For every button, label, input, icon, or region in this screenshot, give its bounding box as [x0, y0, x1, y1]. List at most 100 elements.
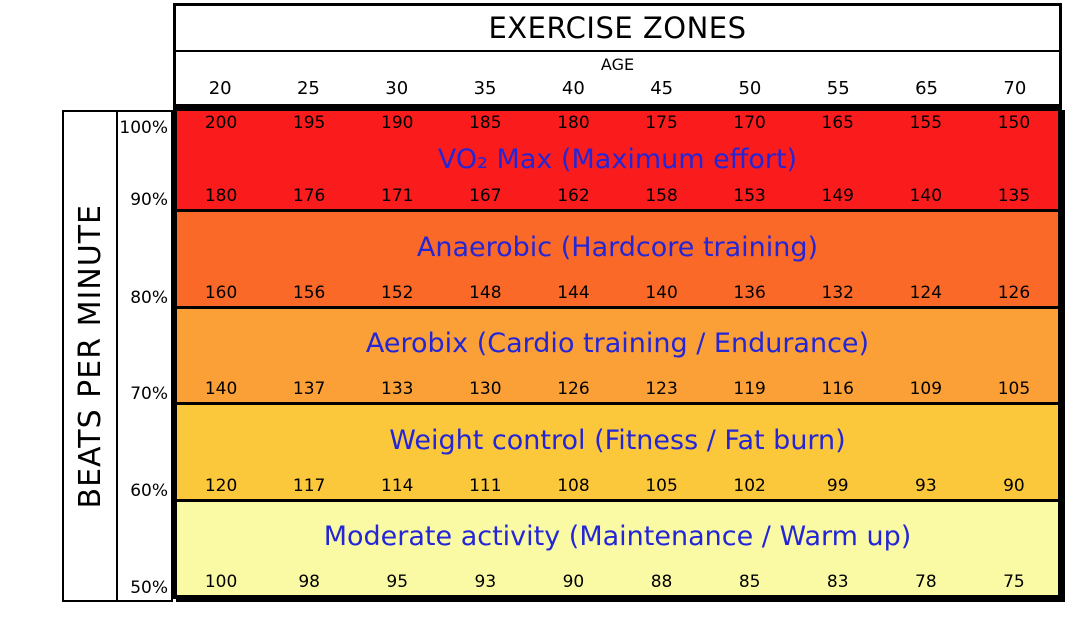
zone-aerobic: Aerobix (Cardio training / Endurance) 140…: [177, 305, 1058, 402]
bpm-row-100pct: 200 195 190 185 180 175 170 165 155 150: [177, 111, 1058, 133]
zone-anaerobic: Anaerobic (Hardcore training) 160 156 152 14…: [177, 209, 1058, 306]
bpm-row-90pct: 180 176 171 167 162 158 153 149 140 135: [177, 186, 1058, 209]
bpm-value: 85: [738, 572, 761, 592]
bpm-value: 130: [469, 379, 502, 399]
bpm-value: 88: [650, 572, 673, 592]
bpm-value: 135: [997, 186, 1031, 206]
bpm-value: 100: [204, 572, 238, 592]
age-tick-row: 20 25 30 35 40 45 50 55 65 70: [176, 74, 1059, 99]
bpm-value: 99: [826, 475, 849, 496]
age-tick: 30: [385, 78, 409, 99]
age-tick: 55: [826, 78, 850, 99]
bpm-value: 93: [474, 572, 497, 592]
bpm-value: 153: [733, 186, 766, 206]
y-axis-title-box: BEATS PER MINUTE: [62, 110, 118, 602]
bpm-value: 140: [204, 379, 238, 399]
bpm-row-50pct: 100 98 95 93 90 88 85 83 78 75: [177, 572, 1058, 595]
bpm-value: 105: [997, 379, 1031, 399]
percent-label-50pct: 50%: [130, 578, 168, 598]
zone-label-moderate-activity: Moderate activity (Maintenance / Warm up…: [323, 521, 912, 553]
bpm-value: 152: [381, 282, 414, 303]
zone-vo2-max: 200 195 190 185 180 175 170 165 155 150 VO₂ Max (M…: [177, 111, 1058, 209]
bpm-value: 190: [381, 113, 414, 133]
bpm-value: 93: [915, 475, 937, 496]
age-tick: 20: [208, 78, 232, 99]
zone-weight-control: Weight control (Fitness / Fat burn) 120 11…: [177, 402, 1058, 499]
percent-label-80pct: 80%: [130, 288, 168, 308]
zone-label-anaerobic: Anaerobic (Hardcore training): [416, 231, 819, 263]
percent-label-60pct: 60%: [130, 481, 168, 501]
bpm-value: 133: [381, 379, 414, 399]
age-tick: 65: [915, 78, 938, 99]
bpm-value: 170: [733, 113, 766, 133]
bpm-value: 78: [915, 572, 937, 592]
bpm-value: 75: [1003, 572, 1025, 592]
bpm-value: 132: [821, 282, 854, 303]
percent-label-100pct: 100%: [119, 118, 168, 138]
bpm-value: 160: [204, 282, 238, 303]
bpm-value: 136: [733, 282, 766, 303]
bpm-value: 180: [557, 113, 590, 133]
bpm-value: 167: [469, 186, 502, 206]
percent-label-70pct: 70%: [130, 384, 168, 404]
bpm-value: 155: [909, 113, 943, 133]
bpm-value: 120: [204, 475, 238, 496]
bpm-value: 176: [292, 186, 326, 206]
zone-label-weight-control: Weight control (Fitness / Fat burn): [389, 424, 846, 456]
bpm-value: 150: [997, 113, 1031, 133]
bpm-value: 175: [645, 113, 678, 133]
bpm-value: 148: [469, 282, 502, 303]
percent-label-90pct: 90%: [130, 190, 168, 210]
age-tick: 70: [1003, 78, 1027, 99]
bpm-value: 149: [821, 186, 854, 206]
bpm-value: 108: [557, 475, 590, 496]
bpm-value: 95: [386, 572, 409, 592]
zones-table: 200 195 190 185 180 175 170 165 155 150 VO₂ Max (M…: [173, 107, 1062, 599]
age-tick: 25: [296, 78, 320, 99]
bpm-value: 111: [469, 475, 502, 496]
bpm-value: 158: [645, 186, 678, 206]
y-axis-title: BEATS PER MINUTE: [72, 203, 108, 509]
bpm-value: 124: [909, 282, 943, 303]
bpm-value: 105: [645, 475, 678, 496]
bpm-value: 102: [733, 475, 766, 496]
age-tick: 50: [738, 78, 762, 99]
age-axis-label: AGE: [600, 55, 635, 74]
bpm-value: 126: [557, 379, 590, 399]
bpm-value: 195: [292, 113, 326, 133]
percent-axis: 100% 90% 80% 70% 60% 50%: [116, 110, 173, 602]
age-tick: 45: [650, 78, 674, 99]
bpm-value: 171: [381, 186, 414, 206]
bpm-value: 180: [204, 186, 238, 206]
age-header: AGE 20 25 30 35 40 45 50 55 65 70: [173, 50, 1062, 107]
bpm-value: 123: [645, 379, 678, 399]
bpm-value: 114: [381, 475, 414, 496]
bpm-value: 140: [909, 186, 943, 206]
bpm-value: 156: [292, 282, 326, 303]
zone-moderate-activity: Moderate activity (Maintenance / Warm up…: [177, 498, 1058, 595]
zone-label-aerobic: Aerobix (Cardio training / Endurance): [365, 328, 870, 360]
bpm-value: 117: [292, 475, 326, 496]
bpm-value: 140: [645, 282, 678, 303]
bpm-value: 137: [292, 379, 326, 399]
bpm-value: 144: [557, 282, 590, 303]
bpm-row-80pct: 160 156 152 148 144 140 136 132 124 126: [177, 283, 1058, 306]
bpm-value: 109: [909, 379, 943, 399]
bpm-value: 98: [298, 572, 320, 592]
bpm-value: 126: [997, 282, 1031, 303]
age-tick: 35: [473, 78, 497, 99]
bpm-value: 119: [733, 379, 766, 399]
bpm-value: 200: [204, 113, 238, 133]
bpm-row-60pct: 120 117 114 111 108 105 102 99 93 90: [177, 476, 1058, 499]
bpm-value: 165: [821, 113, 854, 133]
bpm-value: 162: [557, 186, 590, 206]
bpm-row-70pct: 140 137 133 130 126 123 119 116 109 105: [177, 379, 1058, 402]
zone-label-vo2-max: VO₂ Max (Maximum effort): [437, 144, 798, 175]
bpm-value: 83: [826, 572, 849, 592]
chart-title-box: EXERCISE ZONES: [173, 3, 1062, 53]
chart-title: EXERCISE ZONES: [488, 11, 747, 45]
bpm-value: 90: [1003, 475, 1025, 496]
bpm-value: 116: [821, 379, 854, 399]
bpm-value: 90: [562, 572, 585, 592]
